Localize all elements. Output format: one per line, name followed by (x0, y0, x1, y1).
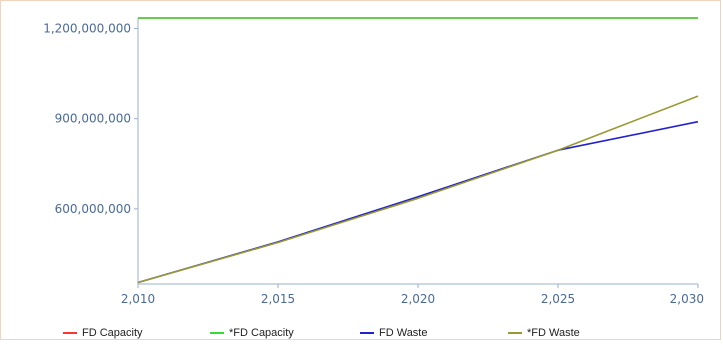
axes (137, 18, 698, 285)
y-tick-label: 1,200,000,000 (43, 22, 131, 36)
series-lines (137, 17, 699, 284)
legend-item: *FD Capacity (210, 322, 294, 344)
chart-frame: 600,000,000 900,000,000 1,200,000,000 2,010… (0, 0, 721, 340)
legend-item: FD Capacity (63, 322, 143, 344)
x-tick-label: 2,025 (541, 292, 575, 306)
legend-swatch (210, 332, 224, 334)
legend: FD Capacity *FD Capacity FD Waste *FD Waste (0, 322, 723, 344)
legend-swatch (63, 332, 77, 334)
ticks: 600,000,000 900,000,000 1,200,000,000 2,010… (43, 22, 704, 306)
x-tick-label: 2,015 (261, 292, 295, 306)
legend-label: *FD Waste (527, 327, 580, 339)
series-line-fd-waste-alt (137, 95, 699, 284)
x-tick-label: 2,020 (401, 292, 435, 306)
legend-label: *FD Capacity (229, 327, 294, 339)
legend-swatch (508, 332, 522, 334)
y-tick-label: 600,000,000 (55, 202, 131, 216)
legend-swatch (360, 332, 374, 334)
legend-label: FD Capacity (82, 327, 143, 339)
x-tick-label: 2,010 (121, 292, 155, 306)
y-tick-label: 900,000,000 (55, 112, 131, 126)
legend-item: *FD Waste (508, 322, 580, 344)
line-chart: 600,000,000 900,000,000 1,200,000,000 2,010… (43, 17, 704, 306)
legend-label: FD Waste (379, 327, 428, 339)
legend-item: FD Waste (360, 322, 428, 344)
x-tick-label: 2,030 (670, 292, 704, 306)
